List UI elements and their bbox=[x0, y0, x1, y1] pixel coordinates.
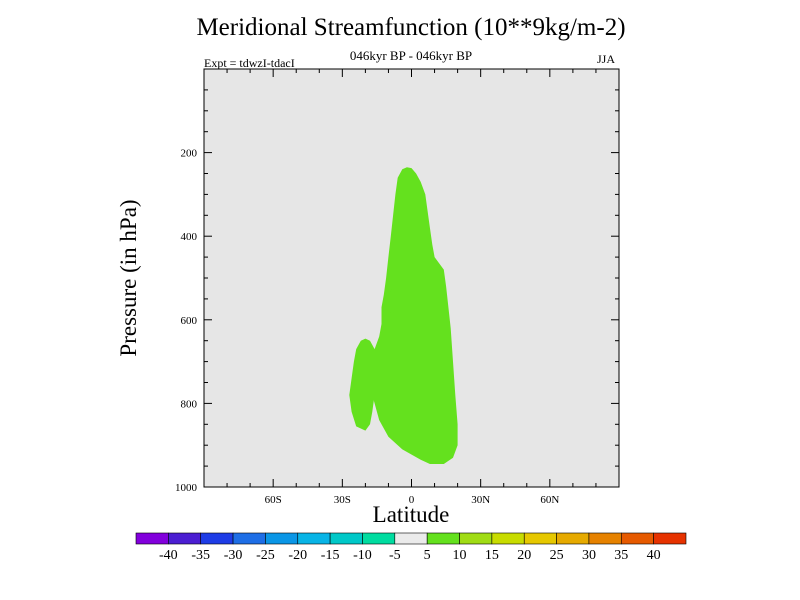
experiment-label: Expt = tdwzI-tdacI bbox=[204, 56, 295, 70]
x-tick-label: 60S bbox=[265, 494, 282, 506]
colorbar-label: -35 bbox=[191, 548, 210, 563]
colorbar-label: -40 bbox=[159, 548, 178, 563]
colorbar-swatch bbox=[200, 532, 234, 545]
y-tick-label: 800 bbox=[181, 398, 198, 410]
chart-title: Meridional Streamfunction (10**9kg/m-2) bbox=[196, 14, 626, 41]
chart-subtitle: 046kyr BP - 046kyr BP bbox=[349, 48, 473, 63]
colorbar-label: 5 bbox=[424, 548, 431, 563]
colorbar-label: 25 bbox=[550, 548, 564, 563]
y-tick-label: 600 bbox=[181, 315, 198, 327]
colorbar-swatch bbox=[556, 532, 590, 545]
x-tick-label: 60N bbox=[540, 494, 559, 506]
colorbar-label: -10 bbox=[353, 548, 372, 563]
colorbar-label: -25 bbox=[256, 548, 275, 563]
colorbar-swatch bbox=[620, 532, 654, 545]
colorbar-label: -15 bbox=[321, 548, 340, 563]
y-tick-label: 200 bbox=[181, 148, 198, 160]
colorbar-swatch bbox=[135, 532, 169, 545]
colorbar-swatch bbox=[362, 532, 396, 545]
colorbar-swatch bbox=[653, 532, 687, 545]
colorbar-swatch bbox=[459, 532, 493, 545]
colorbar-label: 40 bbox=[647, 548, 661, 563]
colorbar-label: 20 bbox=[517, 548, 531, 563]
colorbar-label: 30 bbox=[582, 548, 596, 563]
x-axis-label: Latitude bbox=[372, 502, 450, 527]
x-tick-label: 30N bbox=[471, 494, 490, 506]
colorbar-swatch bbox=[297, 532, 331, 545]
contour-region-1 bbox=[367, 167, 458, 464]
colorbar-swatch bbox=[426, 532, 460, 545]
colorbar-label: 35 bbox=[614, 548, 628, 563]
colorbar-swatch bbox=[588, 532, 622, 545]
contour-region-2 bbox=[349, 338, 377, 431]
x-tick-label: 0 bbox=[409, 494, 415, 506]
colorbar-label: 15 bbox=[485, 548, 499, 563]
season-label: JJA bbox=[597, 52, 616, 66]
y-tick-label: 400 bbox=[181, 231, 198, 243]
colorbar-swatch bbox=[265, 532, 299, 545]
colorbar-swatch bbox=[491, 532, 525, 545]
colorbar-label: 10 bbox=[453, 548, 467, 563]
colorbar-swatch bbox=[523, 532, 557, 545]
contour-region-3 bbox=[388, 288, 396, 314]
colorbar-label: -5 bbox=[389, 548, 401, 563]
colorbar-swatch bbox=[329, 532, 363, 545]
colorbar-label: -30 bbox=[224, 548, 243, 563]
x-tick-label: 30S bbox=[334, 494, 351, 506]
colorbar-swatch bbox=[394, 532, 428, 545]
colorbar-swatch bbox=[232, 532, 266, 545]
y-tick-label: 1000 bbox=[175, 482, 198, 494]
colorbar-label: -20 bbox=[288, 548, 307, 563]
colorbar-swatch bbox=[168, 532, 202, 545]
